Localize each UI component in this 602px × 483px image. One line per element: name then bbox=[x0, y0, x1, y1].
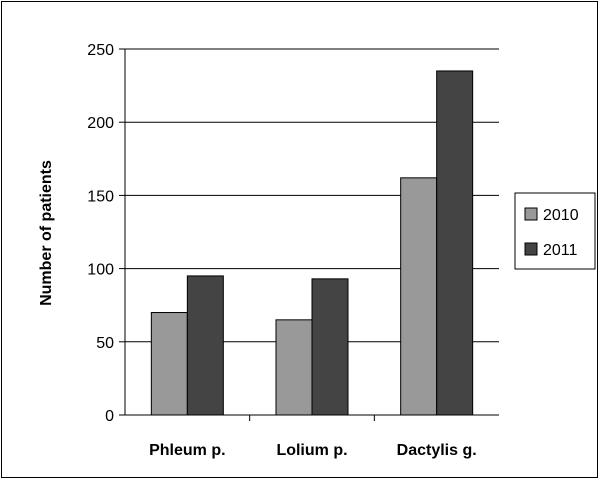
y-tick-label-100: 100 bbox=[87, 262, 114, 279]
bar-2010-1 bbox=[275, 319, 313, 416]
bar-2011-2 bbox=[436, 70, 474, 416]
y-ticks: 0 50 100 150 200 250 bbox=[87, 42, 125, 425]
x-category-label-1: Lolium p. bbox=[276, 442, 347, 459]
y-tick-label-0: 0 bbox=[105, 408, 114, 425]
bar-2010-0 bbox=[150, 312, 188, 416]
legend-swatch-2011 bbox=[524, 242, 538, 256]
legend-label-2011: 2011 bbox=[543, 242, 578, 259]
bar-2010-2 bbox=[400, 177, 438, 416]
bars bbox=[150, 70, 474, 416]
y-tick-label-200: 200 bbox=[87, 115, 114, 132]
bar-2011-1 bbox=[311, 278, 349, 416]
bar-2011-0 bbox=[186, 275, 224, 416]
legend-swatch-2010 bbox=[524, 207, 538, 221]
legend: 2010 2011 bbox=[514, 192, 596, 270]
x-category-label-0: Phleum p. bbox=[149, 442, 225, 459]
y-tick-label-250: 250 bbox=[87, 42, 114, 59]
legend-label-2010: 2010 bbox=[543, 207, 579, 224]
x-category-label-2: Dactylis g. bbox=[397, 442, 477, 459]
y-tick-label-150: 150 bbox=[87, 188, 114, 205]
legend-box bbox=[514, 192, 596, 270]
y-axis-label: Number of patients bbox=[38, 160, 55, 306]
y-tick-label-50: 50 bbox=[96, 335, 114, 352]
axes bbox=[124, 49, 499, 416]
x-categories: Phleum p. Lolium p. Dactylis g. bbox=[149, 415, 477, 459]
